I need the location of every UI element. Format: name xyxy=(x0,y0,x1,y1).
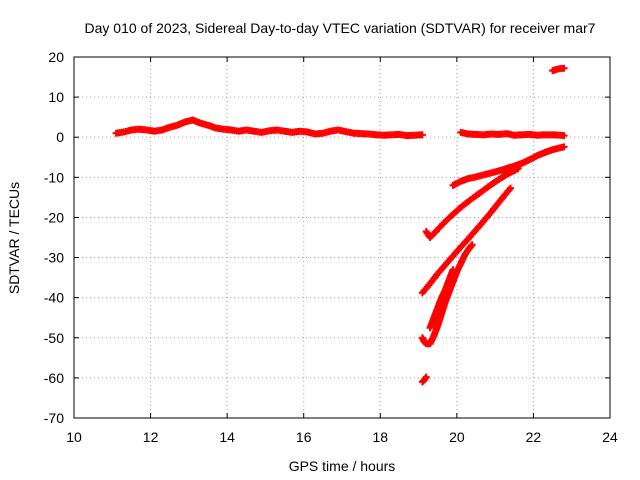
data-series-arc xyxy=(112,116,426,140)
axis-ticks: 10 12 14 16 18 20 22 24 -70 -60 -50 -40 -30 -20 -10 0 10… xyxy=(44,49,618,445)
x-tick-label: 16 xyxy=(296,429,312,445)
x-tick-label: 14 xyxy=(219,429,235,445)
data-series xyxy=(112,64,568,386)
y-tick-label: -30 xyxy=(44,250,64,266)
data-series-arc xyxy=(422,165,522,241)
data-series-arc xyxy=(449,143,568,189)
x-tick-label: 18 xyxy=(372,429,388,445)
data-point xyxy=(506,184,514,192)
y-tick-label: 10 xyxy=(48,89,64,105)
data-series-arc xyxy=(418,373,430,386)
plot-frame xyxy=(73,56,611,419)
y-tick-label: 20 xyxy=(48,49,64,65)
data-series-arc xyxy=(457,128,568,140)
data-series-arc xyxy=(418,241,476,348)
x-tick-label: 22 xyxy=(526,429,542,445)
data-series-arc xyxy=(549,64,568,75)
y-axis-label: SDTVAR / TECUs xyxy=(6,182,22,294)
y-tick-label: -50 xyxy=(44,330,64,346)
y-tick-label: -40 xyxy=(44,290,64,306)
data-point xyxy=(449,266,457,274)
x-tick-label: 20 xyxy=(449,429,465,445)
data-point xyxy=(560,64,568,72)
chart-title: Day 010 of 2023, Sidereal Day-to-day VTE… xyxy=(85,20,596,36)
y-tick-label: -60 xyxy=(44,370,64,386)
data-point xyxy=(560,143,568,151)
y-tick-label: 0 xyxy=(56,129,64,145)
y-tick-label: -70 xyxy=(44,410,64,426)
data-point xyxy=(422,373,430,381)
x-tick-label: 24 xyxy=(602,429,618,445)
x-tick-label: 12 xyxy=(143,429,159,445)
grid xyxy=(74,57,610,418)
data-series-arc xyxy=(418,184,514,297)
x-tick-label: 10 xyxy=(66,429,82,445)
data-series-arc xyxy=(426,266,457,332)
y-tick-label: -10 xyxy=(44,169,64,185)
data-point xyxy=(418,131,426,139)
data-point xyxy=(560,132,568,140)
data-point xyxy=(468,241,476,249)
y-tick-label: -20 xyxy=(44,209,64,225)
x-axis-label: GPS time / hours xyxy=(289,458,396,474)
data-point xyxy=(514,165,522,173)
